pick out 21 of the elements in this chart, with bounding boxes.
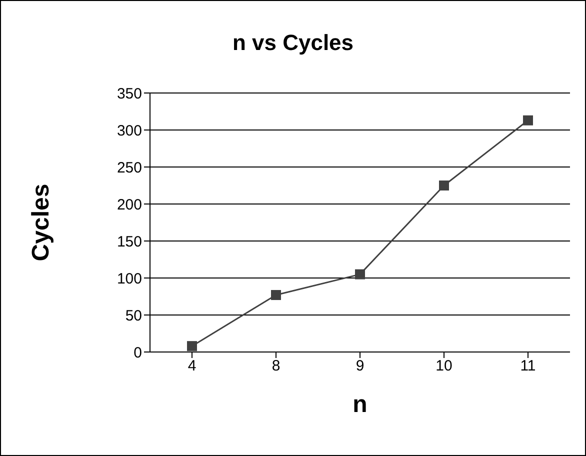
y-tick-label: 150 (116, 233, 142, 250)
y-tick-label: 350 (116, 85, 142, 102)
point (187, 341, 197, 352)
point (439, 180, 449, 190)
y-tick-label: 0 (134, 344, 142, 362)
y-tick-label: 50 (125, 307, 142, 324)
y-axis-title: Cycles (28, 184, 55, 262)
x-tick-label: 11 (520, 358, 536, 375)
x-tick-label: 9 (356, 358, 364, 375)
point (355, 269, 365, 280)
point (271, 290, 281, 300)
x-tick-label: 4 (188, 358, 196, 375)
x-tick-label: 10 (436, 358, 452, 375)
point (523, 115, 533, 126)
x-tick-label: 8 (272, 358, 280, 375)
y-tick-label: 200 (116, 196, 142, 214)
chart-title: n vs Cycles (231, 30, 355, 56)
x-axis-title: n (352, 391, 368, 418)
y-tick-label: 300 (116, 122, 142, 140)
y-tick-label: 250 (116, 159, 142, 176)
y-tick-label: 100 (116, 270, 142, 288)
